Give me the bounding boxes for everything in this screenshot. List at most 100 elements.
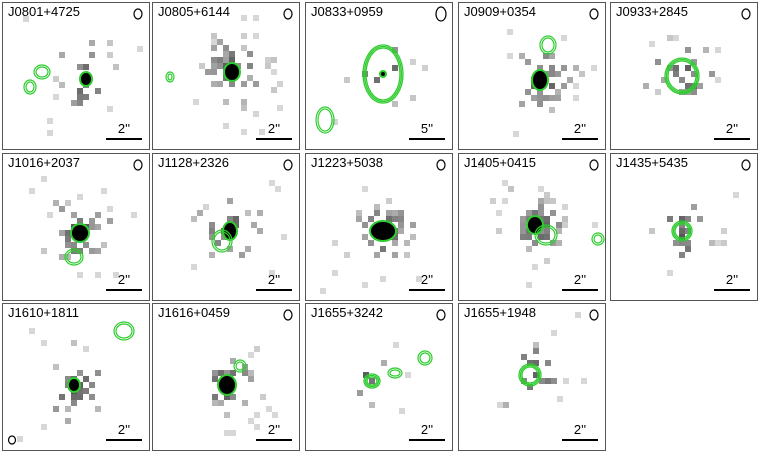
pixel — [241, 81, 247, 87]
pixel — [563, 378, 569, 384]
pixel — [691, 204, 697, 210]
pixel — [709, 240, 715, 246]
pixel — [17, 436, 23, 442]
scale-label: 5'' — [421, 121, 433, 136]
panel: J0805+6144 2'' — [152, 2, 300, 150]
pixel — [532, 210, 538, 216]
scale-label: 2'' — [118, 422, 130, 437]
pixel — [393, 342, 399, 348]
pixel — [248, 376, 254, 382]
pixel — [83, 242, 89, 248]
pixel — [245, 246, 251, 252]
pixel — [537, 95, 543, 101]
pixel — [227, 246, 233, 252]
panel-label: J0801+4725 — [8, 4, 80, 19]
pixel — [95, 224, 101, 230]
pixel — [229, 57, 235, 63]
pixel — [332, 119, 338, 125]
pixel — [496, 210, 502, 216]
pixel — [497, 402, 503, 408]
pixel — [65, 254, 71, 260]
pixel — [265, 57, 271, 63]
pixel — [703, 47, 709, 53]
beam — [283, 309, 293, 321]
pixel — [537, 101, 543, 107]
pixel — [521, 354, 527, 360]
panel-label: J1655+1948 — [464, 305, 536, 320]
contour — [64, 248, 84, 266]
pixel — [223, 57, 229, 63]
pixel — [374, 210, 380, 216]
pixel — [257, 228, 263, 234]
pixel — [53, 406, 59, 412]
pixel — [344, 252, 350, 258]
pixel — [673, 65, 679, 71]
pixel — [398, 228, 404, 234]
pixel — [248, 370, 254, 376]
panel-label: J0933+2845 — [616, 4, 688, 19]
beam — [283, 8, 293, 20]
contour — [672, 221, 692, 241]
panel: J0801+4725 2'' — [2, 2, 150, 150]
pixel — [59, 230, 65, 236]
pixel — [107, 40, 113, 46]
pixel — [685, 240, 691, 246]
pixel — [490, 198, 496, 204]
pixel — [392, 101, 398, 107]
core — [79, 71, 93, 87]
pixel — [673, 240, 679, 246]
pixel — [392, 240, 398, 246]
pixel — [733, 192, 739, 198]
pixel — [203, 204, 209, 210]
pixel — [655, 59, 661, 65]
pixel — [526, 282, 532, 288]
pixel — [544, 198, 550, 204]
pixel — [410, 95, 416, 101]
pixel — [538, 204, 544, 210]
pixel — [410, 222, 416, 228]
pixel — [191, 216, 197, 222]
contour — [389, 369, 401, 377]
pixel — [368, 216, 374, 222]
core — [217, 374, 237, 396]
contour — [518, 363, 542, 387]
pixel — [223, 51, 229, 57]
pixel — [332, 240, 338, 246]
panel: J1655+3242 2'' — [305, 303, 453, 451]
pixel — [526, 210, 532, 216]
pixel — [685, 47, 691, 53]
pixel — [241, 129, 247, 135]
pixel — [538, 198, 544, 204]
pixel — [555, 95, 561, 101]
pixel — [224, 412, 230, 418]
pixel — [77, 88, 83, 94]
pixel — [95, 248, 101, 254]
pixel — [83, 346, 89, 352]
pixel — [381, 360, 387, 366]
panel: J1616+0459 2'' — [152, 303, 300, 451]
pixel — [217, 39, 223, 45]
pixel — [592, 222, 598, 228]
beam — [133, 159, 143, 171]
pixel — [107, 52, 113, 58]
pixel — [241, 33, 247, 39]
panel: J1610+1811 2'' — [2, 303, 150, 451]
pixel — [543, 53, 549, 59]
pixel — [404, 240, 410, 246]
pixel — [685, 89, 691, 95]
pixel — [217, 57, 223, 63]
pixel — [218, 370, 224, 376]
pixel — [556, 228, 562, 234]
beam — [741, 8, 751, 20]
pixel — [239, 252, 245, 258]
pixel — [209, 234, 215, 240]
pixel — [496, 228, 502, 234]
contour — [211, 229, 233, 253]
pixel — [519, 53, 525, 59]
pixel — [247, 75, 253, 81]
pixel — [508, 186, 514, 192]
pixel — [649, 228, 655, 234]
panel: J1655+1948 2'' — [458, 303, 606, 451]
contour — [536, 226, 556, 244]
pixel — [241, 105, 247, 111]
